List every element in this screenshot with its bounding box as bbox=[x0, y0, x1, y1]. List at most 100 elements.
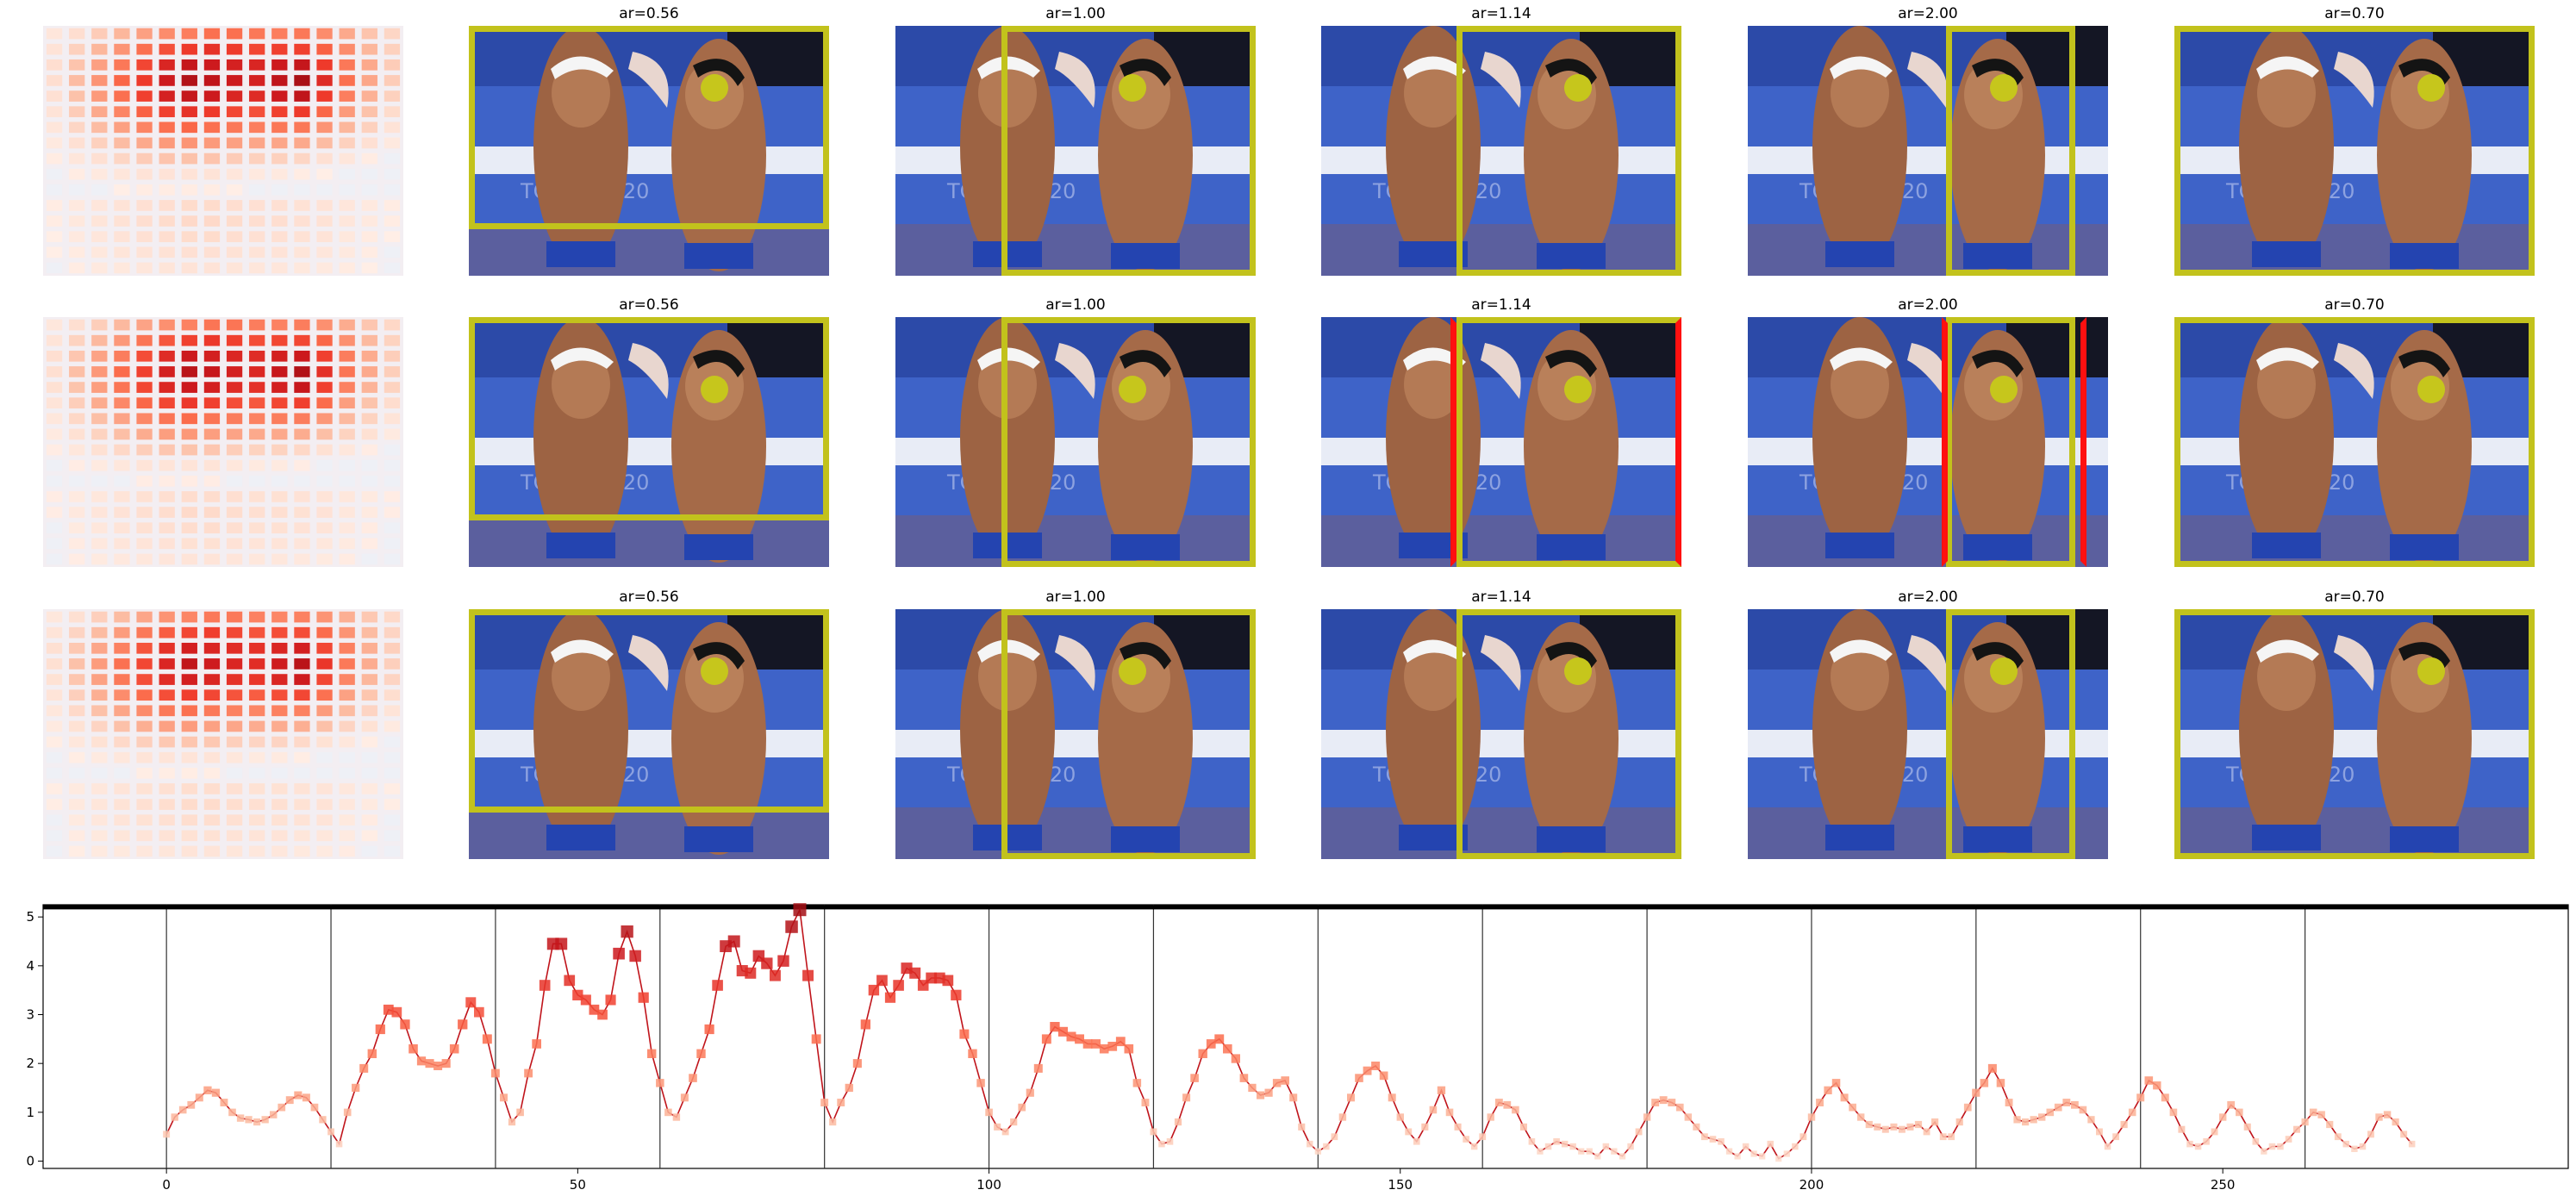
heatmap-cell bbox=[159, 611, 175, 623]
heatmap-cell bbox=[271, 689, 288, 701]
heatmap-cell bbox=[69, 334, 85, 346]
heatmap-cell bbox=[159, 705, 175, 717]
heatmap-cell bbox=[46, 413, 63, 425]
heatmap-cell bbox=[46, 350, 63, 362]
heatmap-cell bbox=[136, 658, 153, 670]
data-point bbox=[1158, 1140, 1165, 1148]
heatmap-cell bbox=[339, 830, 355, 842]
crop-box bbox=[2174, 317, 2535, 567]
data-point bbox=[1914, 1120, 1923, 1129]
heatmap-cell bbox=[316, 444, 333, 456]
crop-box bbox=[1456, 26, 1681, 276]
data-point bbox=[1742, 1143, 1750, 1150]
data-point bbox=[1767, 1140, 1774, 1148]
heatmap-cell bbox=[294, 459, 310, 471]
photo-panel: TOKYO 2020 bbox=[1321, 26, 1681, 276]
heatmap-cell bbox=[249, 246, 265, 259]
heatmap-cell bbox=[114, 674, 130, 685]
heatmap-cell bbox=[203, 75, 221, 86]
y-tick-label: 0 bbox=[26, 1154, 34, 1169]
heatmap-cell bbox=[181, 428, 197, 440]
heatmap-cell bbox=[91, 845, 108, 857]
heatmap-cell bbox=[339, 350, 355, 362]
heatmap-cell bbox=[181, 168, 197, 180]
heatmap-cell bbox=[384, 444, 401, 456]
heatmap-cell bbox=[361, 658, 377, 670]
heatmap-cell bbox=[384, 43, 401, 55]
data-point bbox=[1421, 1123, 1429, 1131]
heatmap-cell bbox=[249, 553, 265, 565]
heatmap-cell bbox=[69, 475, 85, 487]
heatmap-cell bbox=[136, 184, 153, 196]
data-point bbox=[1429, 1106, 1438, 1114]
heatmap-cell bbox=[271, 43, 288, 55]
data-point bbox=[1198, 1049, 1207, 1058]
heatmap-cell bbox=[271, 366, 288, 377]
heatmap-cell bbox=[316, 28, 333, 40]
heatmap-cell bbox=[316, 106, 333, 118]
heatmap-cell bbox=[69, 522, 85, 534]
heatmap-cell bbox=[294, 642, 310, 654]
heatmap-cell bbox=[69, 246, 85, 259]
heatmap-cell bbox=[271, 475, 288, 487]
heatmap-cell bbox=[91, 246, 108, 259]
data-point bbox=[1544, 1143, 1552, 1150]
heatmap-cell bbox=[316, 553, 333, 565]
heatmap-cell bbox=[181, 538, 197, 550]
heatmap-cell bbox=[226, 491, 243, 502]
heatmap-cell bbox=[91, 43, 108, 55]
heatmap-cell bbox=[181, 262, 197, 274]
heatmap-cell bbox=[136, 705, 153, 717]
heatmap-cell bbox=[249, 215, 265, 227]
heatmap-cell bbox=[294, 43, 310, 55]
series-line bbox=[165, 906, 2413, 1160]
heatmap-cell bbox=[271, 184, 288, 196]
heatmap-cell bbox=[384, 751, 401, 763]
data-point bbox=[465, 997, 477, 1008]
heatmap-cell bbox=[91, 705, 108, 717]
heatmap-cell bbox=[226, 522, 243, 534]
heatmap-cell bbox=[294, 507, 310, 518]
heatmap-cell bbox=[114, 106, 130, 118]
heatmap-cell bbox=[114, 137, 130, 149]
heatmap-cell bbox=[159, 350, 175, 362]
heatmap-cell bbox=[91, 319, 108, 331]
heatmap-cell bbox=[159, 153, 175, 165]
heatmap-cell bbox=[316, 75, 333, 86]
heatmap-cell bbox=[271, 215, 288, 227]
heatmap-cell bbox=[339, 626, 355, 638]
heatmap-cell bbox=[91, 215, 108, 227]
face-marker bbox=[1119, 74, 1146, 102]
data-point bbox=[1248, 1083, 1257, 1093]
face-marker bbox=[701, 657, 728, 685]
heatmap-cell bbox=[69, 830, 85, 842]
heatmap-cell bbox=[339, 121, 355, 134]
heatmap-cell bbox=[136, 59, 153, 71]
heatmap-cell bbox=[316, 246, 333, 259]
heatmap-cell bbox=[181, 475, 197, 487]
heatmap-cell bbox=[271, 720, 288, 732]
data-point bbox=[400, 1019, 410, 1030]
photo-panel: TOKYO 2020 bbox=[2174, 609, 2535, 859]
data-point bbox=[1018, 1103, 1026, 1112]
panel-title: ar=1.14 bbox=[1471, 5, 1531, 22]
heatmap-cell bbox=[271, 553, 288, 565]
heatmap-cell bbox=[316, 428, 333, 440]
heatmap-cell bbox=[339, 334, 355, 346]
heatmap-cell bbox=[91, 382, 108, 393]
heatmap-cell bbox=[384, 75, 401, 86]
heatmap-cell bbox=[271, 75, 288, 86]
photo-panel: TOKYO 2020 bbox=[1748, 26, 2108, 276]
heatmap-cell bbox=[181, 642, 197, 654]
heatmap-cell bbox=[361, 366, 377, 377]
heatmap-cell bbox=[361, 751, 377, 763]
data-point bbox=[1141, 1099, 1150, 1106]
data-point bbox=[2326, 1120, 2334, 1129]
heatmap-cell bbox=[181, 459, 197, 471]
heatmap-cell bbox=[136, 319, 153, 331]
heatmap-cell bbox=[114, 689, 130, 701]
data-point bbox=[2194, 1143, 2202, 1150]
heatmap-cell bbox=[159, 43, 175, 55]
heatmap-cell bbox=[69, 153, 85, 165]
data-point bbox=[2005, 1099, 2013, 1106]
